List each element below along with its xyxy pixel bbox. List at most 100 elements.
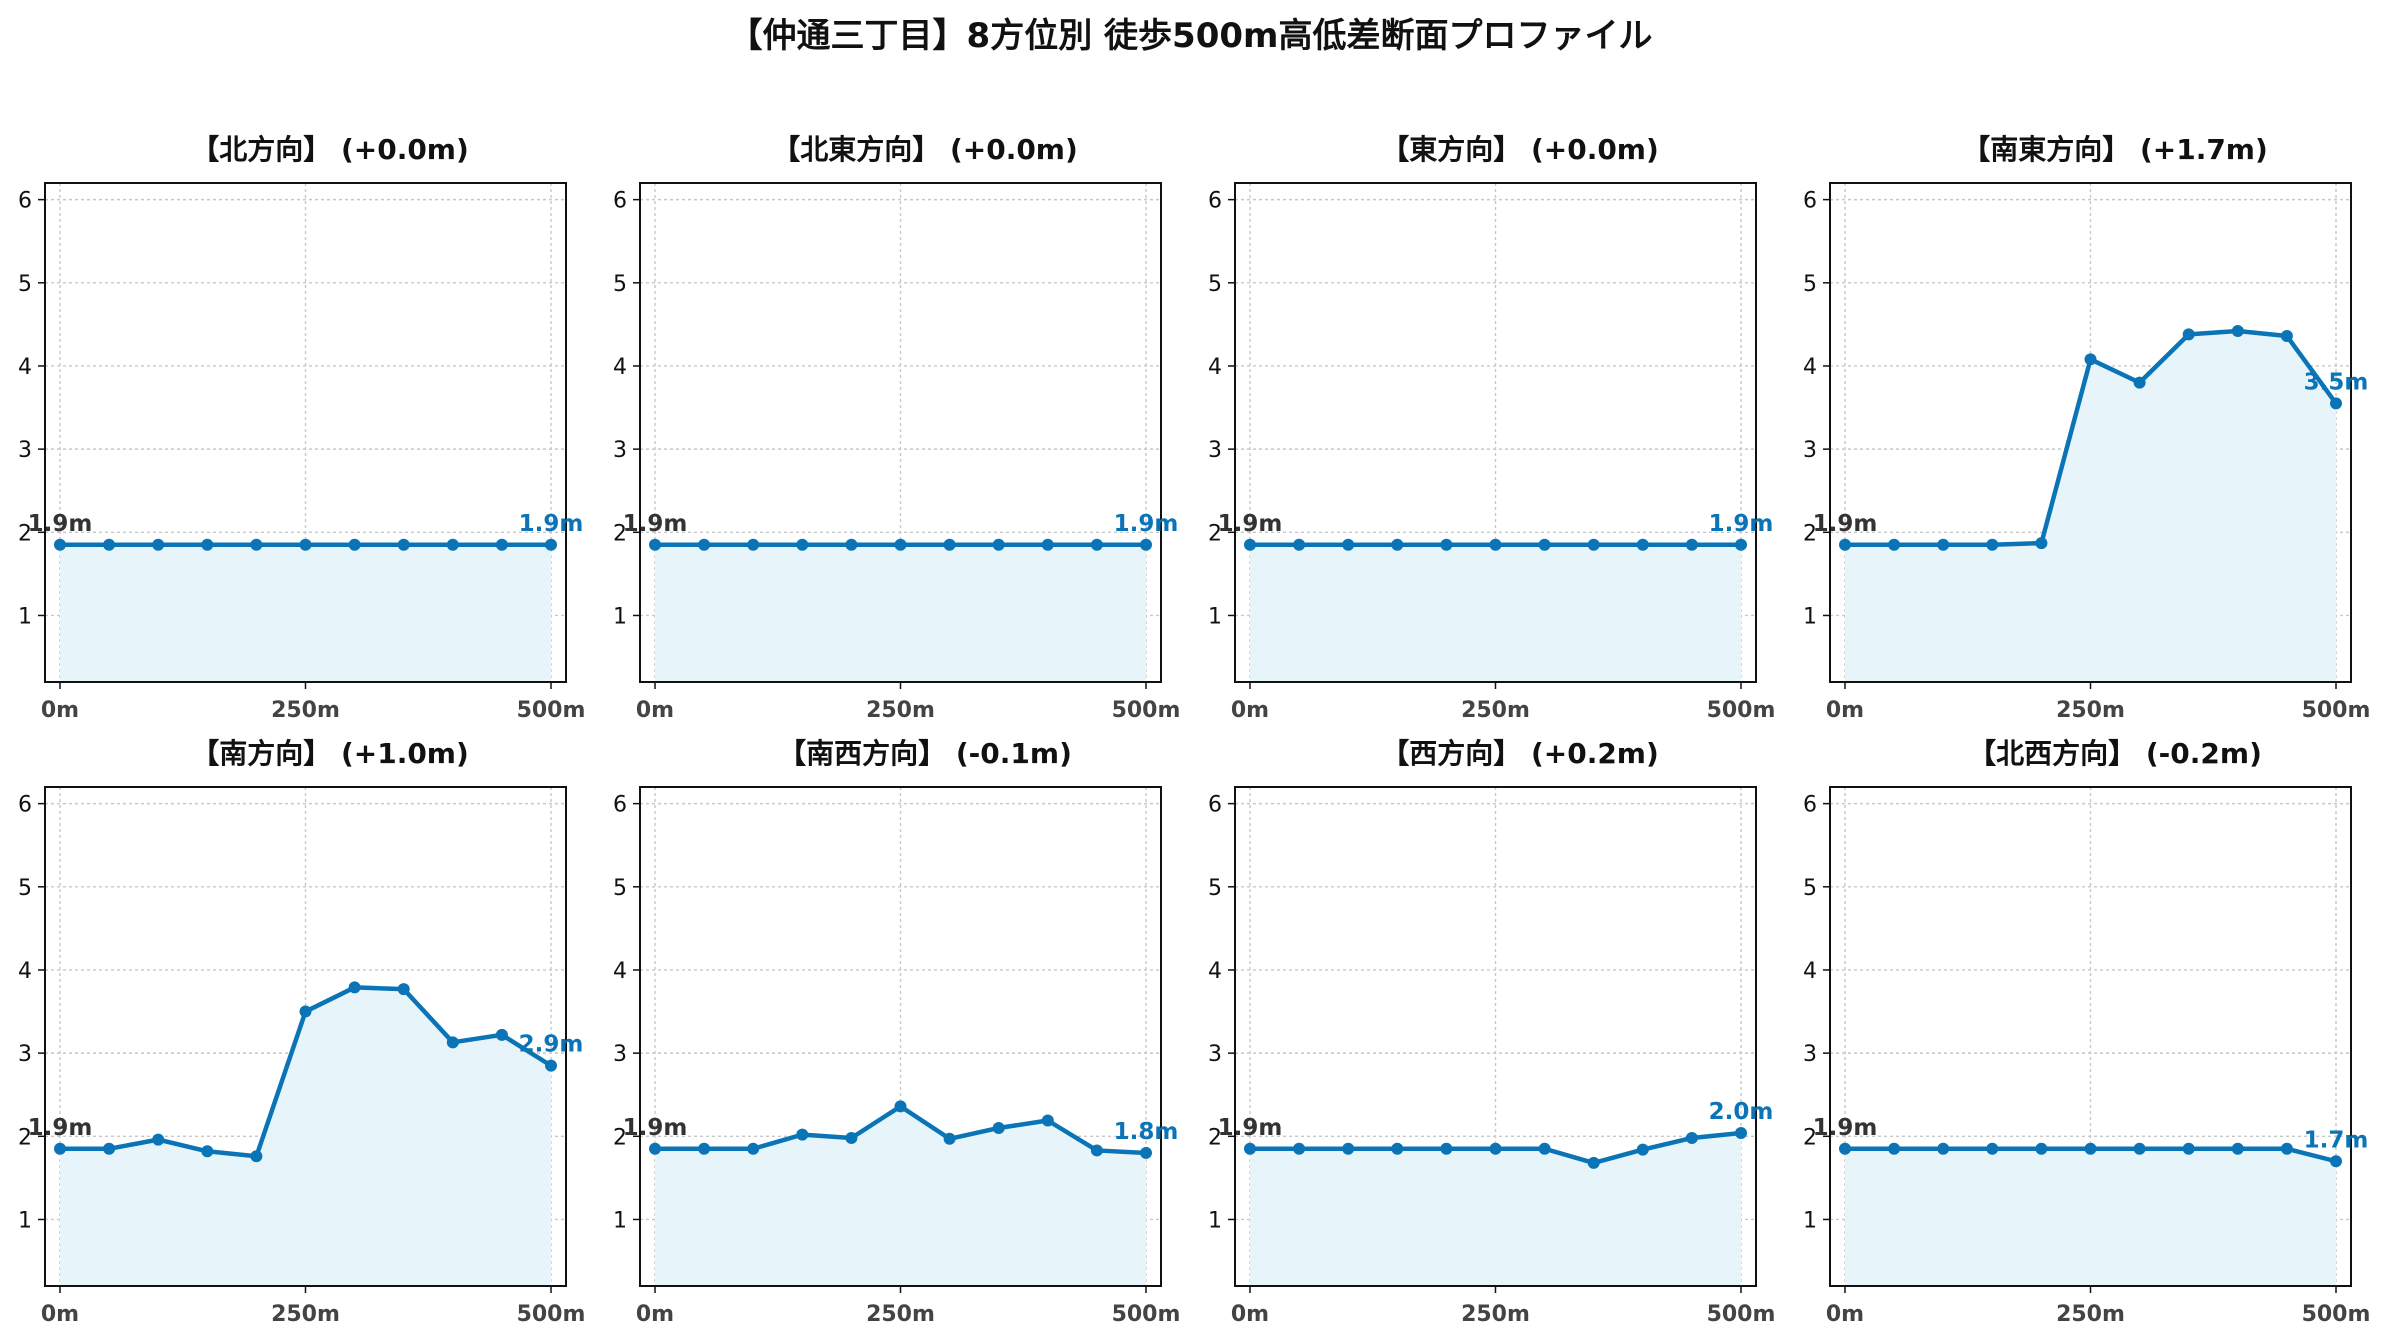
end-value-label: 2.0m	[1709, 1099, 1774, 1125]
elevation-area	[1250, 544, 1741, 682]
x-tick-label: 250m	[271, 1302, 340, 1327]
data-point	[747, 1142, 760, 1155]
data-point	[1293, 1142, 1306, 1155]
data-point	[2280, 330, 2293, 343]
data-point	[1735, 1126, 1747, 1139]
data-point	[545, 538, 557, 551]
y-tick-label: 1	[1803, 604, 1817, 629]
y-tick-label: 3	[1208, 438, 1222, 463]
elevation-area	[60, 544, 551, 682]
y-tick-label: 6	[18, 793, 32, 818]
data-point	[845, 538, 858, 551]
panel-title: 【北東方向】 (+0.0m)	[772, 133, 1078, 166]
panel-northeast: 【北東方向】 (+0.0m) 1 2 3 4 5 6 0m 250m 500m 1.9m 1.9m	[613, 0, 1225, 723]
start-value-label: 1.9m	[28, 511, 93, 537]
y-tick-label: 6	[613, 793, 627, 818]
data-point	[2133, 376, 2146, 389]
data-point	[2133, 1142, 2146, 1155]
data-point	[1489, 538, 1502, 551]
data-point	[2231, 325, 2244, 338]
x-tick-label: 250m	[271, 698, 340, 723]
data-point	[1587, 538, 1600, 551]
y-tick-label: 5	[18, 272, 32, 297]
start-value-label: 1.9m	[1218, 1115, 1283, 1141]
data-point	[495, 538, 508, 551]
y-tick-label: 1	[18, 1208, 32, 1233]
panel-title: 【南方向】 (+1.0m)	[191, 737, 469, 770]
x-tick-label: 250m	[2056, 1302, 2125, 1327]
start-value-label: 1.9m	[623, 1115, 688, 1141]
data-point	[1391, 1142, 1404, 1155]
end-value-label: 2.9m	[519, 1032, 584, 1058]
data-point	[845, 1131, 858, 1144]
x-tick-label: 0m	[41, 698, 79, 723]
x-tick-label: 0m	[41, 1302, 79, 1327]
y-tick-label: 2	[1803, 521, 1817, 546]
y-tick-label: 4	[613, 355, 627, 380]
data-point	[1839, 1142, 1851, 1155]
elevation-profile-chart: 1 2 3 4 5 6 0m 250m 500m 1.9m 1.8m	[613, 786, 1180, 1327]
data-point	[495, 1028, 508, 1041]
panel-title: 【北方向】 (+0.0m)	[191, 133, 469, 166]
y-tick-label: 5	[1208, 876, 1222, 901]
data-point	[545, 1059, 557, 1072]
y-tick-label: 5	[613, 876, 627, 901]
data-point	[1440, 1142, 1453, 1155]
panel-title: 【西方向】 (+0.2m)	[1381, 737, 1659, 770]
data-point	[698, 538, 711, 551]
y-tick-label: 1	[1208, 604, 1222, 629]
x-tick-label: 0m	[1231, 1302, 1269, 1327]
elevation-profile-chart: 1 2 3 4 5 6 0m 250m 500m 1.9m 1.9m	[1208, 182, 1776, 723]
data-point	[943, 538, 956, 551]
elevation-profile-chart: 1 2 3 4 5 6 0m 250m 500m 1.9m 3.5m	[1803, 182, 2370, 723]
data-point	[1636, 538, 1649, 551]
elevation-profile-chart: 1 2 3 4 5 6 0m 250m 500m 1.9m 1.7m	[1803, 786, 2371, 1327]
data-point	[2231, 1142, 2244, 1155]
y-tick-label: 1	[613, 1208, 627, 1233]
x-tick-label: 500m	[1707, 698, 1776, 723]
data-point	[446, 1036, 459, 1049]
elevation-area	[655, 544, 1146, 682]
data-point	[747, 538, 760, 551]
data-point	[2182, 1142, 2195, 1155]
y-tick-label: 2	[1803, 1125, 1817, 1150]
data-point	[1986, 538, 1999, 551]
panel-south: 【南方向】 (+1.0m) 1 2 3 4 5 6 0m 250m 500m 1.9m 2.9m	[18, 604, 630, 1327]
data-point	[1244, 1142, 1256, 1155]
data-point	[943, 1132, 956, 1145]
data-point	[299, 1005, 312, 1018]
data-point	[1937, 538, 1950, 551]
x-tick-label: 500m	[1112, 698, 1181, 723]
data-point	[796, 1128, 809, 1141]
y-tick-label: 3	[1803, 1042, 1817, 1067]
data-point	[2330, 1155, 2342, 1168]
data-point	[152, 1133, 165, 1146]
elevation-area	[60, 987, 551, 1286]
end-value-label: 1.9m	[519, 511, 584, 537]
data-point	[152, 538, 165, 551]
data-point	[1041, 538, 1054, 551]
data-point	[1538, 1142, 1551, 1155]
panel-east: 【東方向】 (+0.0m) 1 2 3 4 5 6 0m 250m 500m 1.9m 1.9m	[1208, 0, 1820, 723]
data-point	[1342, 538, 1355, 551]
data-point	[1293, 538, 1306, 551]
data-point	[1636, 1143, 1649, 1156]
data-point	[250, 1150, 263, 1163]
x-tick-label: 250m	[1461, 698, 1530, 723]
data-point	[250, 538, 263, 551]
y-tick-label: 4	[1208, 959, 1222, 984]
data-point	[397, 983, 410, 996]
data-point	[1735, 538, 1747, 551]
y-tick-label: 1	[1208, 1208, 1222, 1233]
start-value-label: 1.9m	[1218, 511, 1283, 537]
start-value-label: 1.9m	[1813, 1115, 1878, 1141]
y-tick-label: 4	[1208, 355, 1222, 380]
data-point	[1986, 1142, 1999, 1155]
y-tick-label: 3	[18, 1042, 32, 1067]
elevation-profile-chart: 1 2 3 4 5 6 0m 250m 500m 1.9m 1.9m	[613, 182, 1181, 723]
data-point	[54, 1142, 66, 1155]
y-tick-label: 3	[18, 438, 32, 463]
data-point	[894, 1100, 907, 1113]
x-tick-label: 500m	[2302, 1302, 2371, 1327]
data-point	[796, 538, 809, 551]
